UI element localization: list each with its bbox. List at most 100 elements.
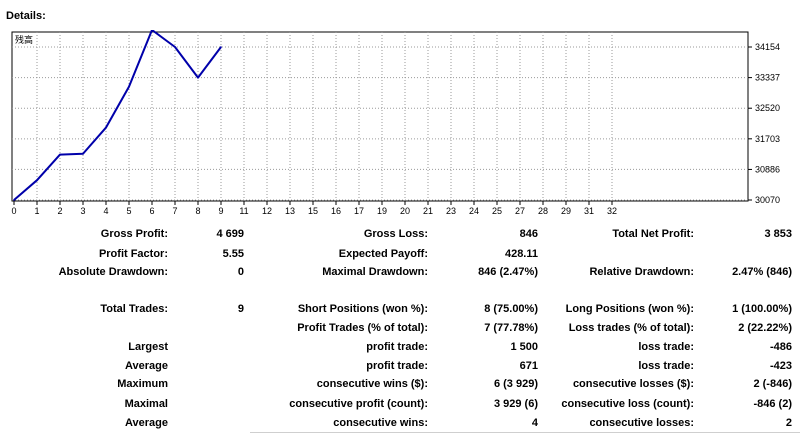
average-loss-trade-value: -423	[769, 360, 792, 372]
long-positions-value: 1 (100.00%)	[732, 303, 792, 315]
average-label: Average	[124, 360, 168, 372]
balance-point	[105, 126, 107, 129]
balance-point	[59, 153, 61, 156]
total-trades-value: 9	[237, 303, 244, 315]
short-positions-label: Short Positions (won %):	[297, 303, 428, 315]
x-tick-label: 2	[57, 206, 62, 216]
loss-trades-value: 2 (22.22%)	[738, 322, 792, 334]
balance-point	[197, 76, 199, 79]
balance-point	[151, 30, 153, 31]
maximal-consecutive-profit-value: 3 929 (6)	[493, 398, 538, 410]
bottom-divider	[250, 432, 800, 433]
profit-factor-value: 5.55	[222, 248, 244, 260]
profit-trades-value: 7 (77.78%)	[484, 322, 538, 334]
largest-loss-trade-label: loss trade:	[638, 341, 694, 353]
y-tick-label: 30070	[755, 195, 780, 205]
x-tick-label: 19	[377, 206, 387, 216]
series-label: 残高	[15, 34, 33, 46]
max-consecutive-wins-label: consecutive wins ($):	[316, 378, 428, 390]
balance-point	[174, 46, 176, 48]
largest-profit-trade-value: 1 500	[510, 341, 538, 353]
x-tick-label: 23	[446, 206, 456, 216]
maximal-consecutive-loss-value: -846 (2)	[753, 398, 792, 410]
gross-profit-label: Gross Profit:	[100, 228, 168, 240]
profit-trades-label: Profit Trades (% of total):	[297, 322, 428, 334]
largest-label: Largest	[128, 341, 168, 353]
gross-loss-value: 846	[519, 228, 538, 240]
x-tick-label: 11	[239, 206, 248, 216]
balance-point	[13, 199, 15, 201]
maximal-drawdown-label: Maximal Drawdown:	[322, 266, 428, 278]
maximal-label: Maximal	[124, 398, 168, 410]
expected-payoff-value: 428.11	[504, 248, 538, 260]
x-tick-label: 20	[400, 206, 410, 216]
maximal-drawdown-value: 846 (2.47%)	[478, 266, 538, 278]
x-tick-label: 25	[492, 206, 502, 216]
maximal-consecutive-profit-label: consecutive profit (count):	[289, 398, 428, 410]
balance-line	[13, 30, 222, 201]
x-tick-label: 27	[515, 206, 525, 216]
avg-consecutive-wins-label: consecutive wins:	[333, 417, 428, 429]
balance-point	[220, 46, 222, 48]
average-profit-trade-value: 671	[519, 360, 538, 372]
x-tick-label: 32	[607, 206, 617, 216]
x-tick-label: 13	[285, 206, 295, 216]
relative-drawdown-label: Relative Drawdown:	[589, 266, 694, 278]
max-consecutive-wins-value: 6 (3 929)	[493, 378, 538, 390]
largest-loss-trade-value: -486	[769, 341, 792, 353]
x-tick-label: 9	[218, 206, 223, 216]
x-tick-label: 29	[561, 206, 571, 216]
x-tick-label: 12	[262, 206, 272, 216]
avg-consecutive-losses-label: consecutive losses:	[589, 417, 694, 429]
balance-point	[128, 85, 130, 88]
balance-point	[82, 152, 84, 155]
x-tick-label: 8	[195, 206, 200, 216]
x-tick-label: 6	[149, 206, 154, 216]
x-tick-label: 4	[103, 206, 108, 216]
y-tick-label: 30886	[755, 164, 780, 174]
details-heading: Details:	[6, 10, 46, 22]
average-consecutive-label: Average	[124, 417, 168, 429]
x-tick-label: 3	[80, 206, 85, 216]
average-loss-trade-label: loss trade:	[638, 360, 694, 372]
x-tick-label: 28	[538, 206, 548, 216]
gross-profit-value: 4 699	[216, 228, 244, 240]
y-tick-label: 31703	[755, 134, 780, 144]
chart-frame	[11, 31, 749, 202]
x-tick-label: 24	[469, 206, 479, 216]
largest-profit-trade-label: profit trade:	[366, 341, 428, 353]
x-tick-label: 15	[308, 206, 318, 216]
long-positions-label: Long Positions (won %):	[565, 303, 694, 315]
x-tick-label: 21	[423, 206, 433, 216]
x-tick-label: 0	[11, 206, 16, 216]
expected-payoff-label: Expected Payoff:	[338, 248, 428, 260]
x-tick-label: 17	[354, 206, 364, 216]
total-net-profit-label: Total Net Profit:	[612, 228, 694, 240]
gross-loss-label: Gross Loss:	[363, 228, 428, 240]
y-tick-label: 32520	[755, 103, 780, 113]
total-net-profit-value: 3 853	[764, 228, 792, 240]
balance-point	[36, 179, 38, 181]
y-tick-label: 34154	[755, 42, 780, 52]
average-profit-trade-label: profit trade:	[366, 360, 428, 372]
total-trades-label: Total Trades:	[100, 303, 168, 315]
x-tick-label: 5	[126, 206, 131, 216]
max-consecutive-losses-value: 2 (-846)	[753, 378, 792, 390]
x-tick-label: 16	[331, 206, 341, 216]
absolute-drawdown-value: 0	[237, 266, 244, 278]
maximum-label: Maximum	[117, 378, 168, 390]
x-tick-label: 1	[34, 206, 39, 216]
avg-consecutive-losses-value: 2	[785, 417, 792, 429]
balance-chart: 0 1 2 3 4 5 6 7 8 9 11 12 13 15 16 17 19 20 21 23 24 25 27 28 29…	[11, 30, 780, 216]
x-tick-label: 7	[172, 206, 177, 216]
avg-consecutive-wins-value: 4	[531, 417, 538, 429]
maximal-consecutive-loss-label: consecutive loss (count):	[561, 398, 694, 410]
x-tick-label: 31	[584, 206, 594, 216]
y-tick-label: 33337	[755, 73, 780, 83]
loss-trades-label: Loss trades (% of total):	[568, 322, 694, 334]
short-positions-value: 8 (75.00%)	[484, 303, 538, 315]
profit-factor-label: Profit Factor:	[98, 248, 168, 260]
max-consecutive-losses-label: consecutive losses ($):	[572, 378, 694, 390]
relative-drawdown-value: 2.47% (846)	[732, 266, 792, 278]
absolute-drawdown-label: Absolute Drawdown:	[58, 266, 168, 278]
